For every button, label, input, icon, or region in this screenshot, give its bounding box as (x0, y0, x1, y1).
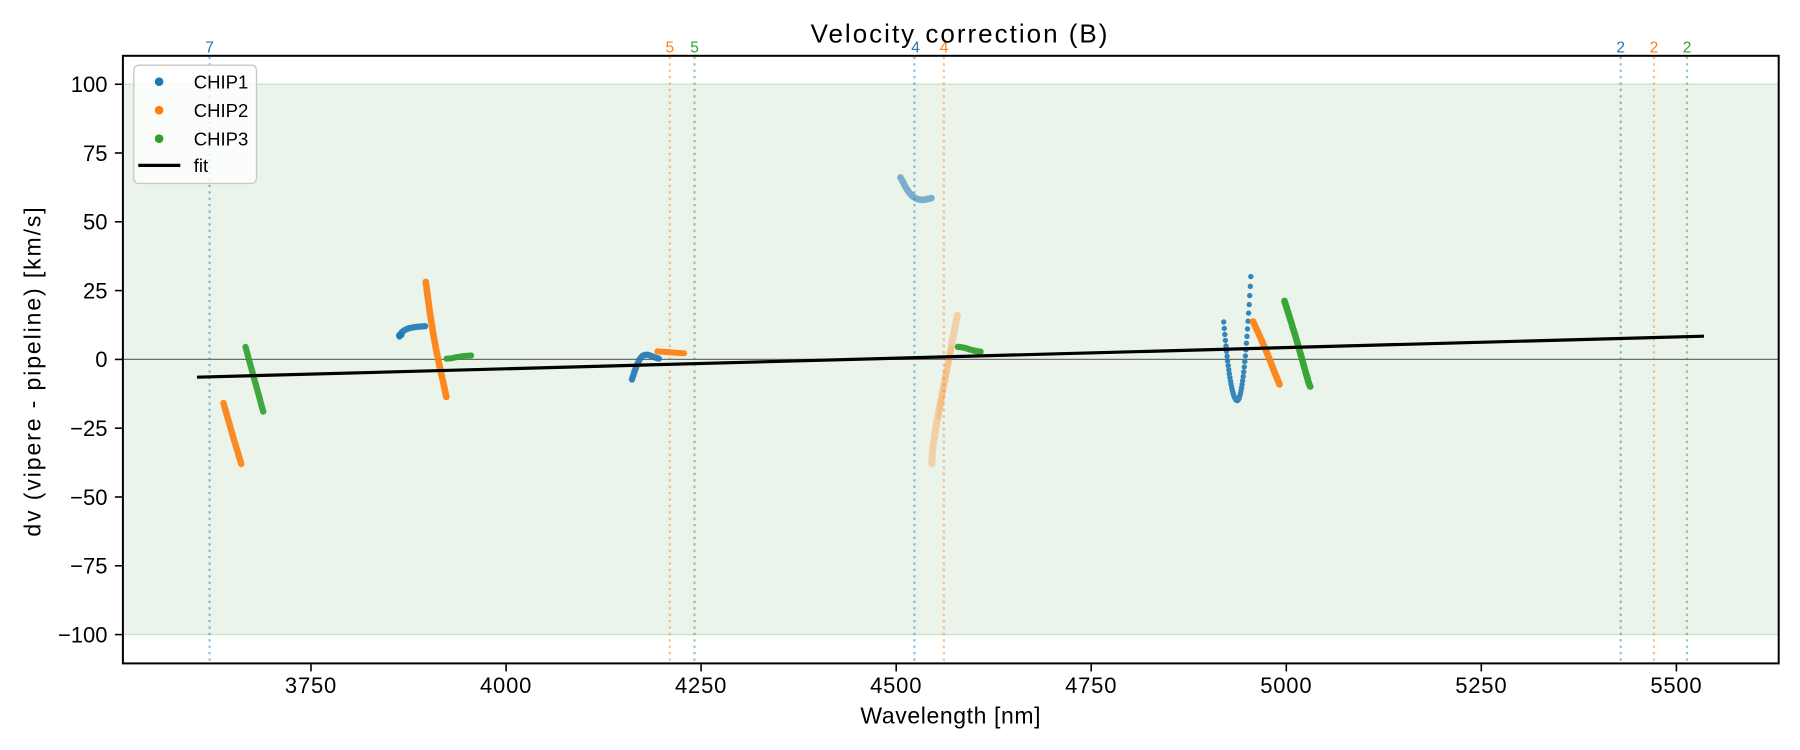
svg-text:4: 4 (911, 40, 920, 57)
svg-text:50: 50 (83, 210, 107, 235)
svg-text:4000: 4000 (480, 673, 532, 698)
svg-text:2: 2 (1683, 40, 1692, 57)
svg-text:4250: 4250 (675, 673, 727, 698)
svg-text:CHIP1: CHIP1 (194, 71, 249, 92)
svg-text:Velocity correction (B): Velocity correction (B) (811, 19, 1110, 49)
svg-text:5500: 5500 (1650, 673, 1702, 698)
svg-text:5250: 5250 (1455, 673, 1507, 698)
svg-text:−25: −25 (70, 416, 107, 441)
svg-text:2: 2 (1616, 40, 1625, 57)
svg-text:4750: 4750 (1065, 673, 1117, 698)
svg-text:5: 5 (665, 40, 674, 57)
svg-text:0: 0 (95, 347, 107, 372)
svg-text:CHIP2: CHIP2 (194, 100, 249, 121)
svg-text:100: 100 (71, 72, 108, 97)
svg-text:2: 2 (1650, 40, 1659, 57)
svg-text:−75: −75 (70, 554, 107, 579)
svg-text:7: 7 (205, 40, 214, 57)
svg-text:−100: −100 (58, 622, 108, 647)
svg-text:dv (vipere - pipeline) [km/s]: dv (vipere - pipeline) [km/s] (20, 205, 46, 536)
svg-text:4: 4 (940, 40, 949, 57)
svg-text:fit: fit (194, 155, 208, 176)
svg-text:4500: 4500 (870, 673, 922, 698)
svg-text:Wavelength [nm]: Wavelength [nm] (860, 703, 1041, 729)
svg-text:25: 25 (83, 278, 107, 303)
svg-text:−50: −50 (70, 485, 107, 510)
svg-text:CHIP3: CHIP3 (194, 128, 249, 149)
svg-text:5: 5 (690, 40, 699, 57)
svg-text:3750: 3750 (285, 673, 337, 698)
svg-text:75: 75 (83, 141, 107, 166)
svg-text:5000: 5000 (1260, 673, 1312, 698)
